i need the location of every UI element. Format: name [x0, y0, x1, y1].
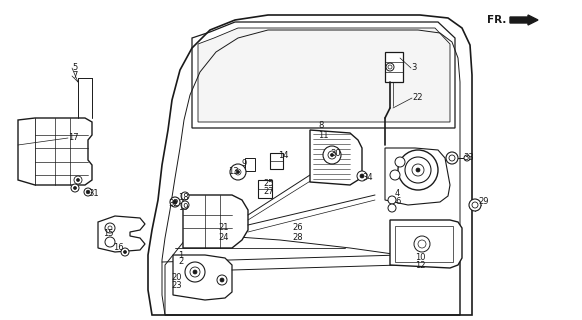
Text: 22: 22	[412, 93, 423, 102]
Polygon shape	[192, 22, 455, 128]
Circle shape	[388, 196, 396, 204]
Bar	[385, 52, 403, 82]
Text: 19: 19	[178, 203, 189, 212]
Text: 14: 14	[278, 151, 289, 161]
Polygon shape	[98, 216, 145, 252]
Circle shape	[357, 171, 367, 181]
Circle shape	[405, 157, 431, 183]
Circle shape	[76, 179, 80, 181]
Circle shape	[328, 151, 336, 159]
Text: 12: 12	[415, 261, 425, 270]
Text: 27: 27	[263, 187, 274, 196]
Circle shape	[105, 237, 115, 247]
Text: 1: 1	[178, 251, 183, 260]
Circle shape	[108, 226, 112, 230]
Circle shape	[230, 164, 246, 180]
Circle shape	[236, 171, 240, 173]
Text: 2: 2	[178, 258, 183, 267]
Circle shape	[412, 164, 424, 176]
Text: 5: 5	[72, 63, 77, 73]
Text: 21: 21	[218, 223, 229, 233]
Circle shape	[190, 267, 200, 277]
Text: 15: 15	[103, 228, 113, 237]
Circle shape	[235, 169, 241, 175]
Circle shape	[181, 192, 189, 200]
Circle shape	[121, 248, 129, 256]
Circle shape	[388, 65, 392, 69]
Text: 25: 25	[263, 179, 274, 188]
Bar	[245, 158, 255, 171]
Text: 20: 20	[171, 274, 182, 283]
Circle shape	[464, 155, 470, 161]
Circle shape	[388, 204, 396, 212]
Circle shape	[323, 146, 341, 164]
Circle shape	[193, 270, 197, 274]
Text: 6: 6	[395, 197, 400, 206]
Circle shape	[220, 278, 224, 282]
Circle shape	[449, 155, 455, 161]
Text: 31: 31	[88, 188, 98, 197]
Polygon shape	[183, 195, 248, 248]
Bar	[395, 226, 453, 262]
Circle shape	[173, 200, 177, 204]
Text: 28: 28	[292, 233, 303, 242]
Circle shape	[360, 174, 364, 178]
Text: 23: 23	[171, 282, 182, 291]
Circle shape	[123, 251, 126, 253]
Circle shape	[74, 176, 82, 184]
Polygon shape	[310, 130, 362, 185]
Text: 18: 18	[178, 194, 189, 203]
Circle shape	[446, 152, 458, 164]
Circle shape	[472, 202, 478, 208]
Circle shape	[105, 223, 115, 233]
FancyArrow shape	[510, 15, 538, 25]
Circle shape	[395, 157, 405, 167]
Text: 9: 9	[242, 158, 247, 167]
Text: 24: 24	[218, 233, 229, 242]
Text: 26: 26	[292, 223, 303, 233]
Circle shape	[331, 154, 333, 156]
Text: 34: 34	[362, 173, 372, 182]
Circle shape	[181, 201, 189, 209]
Circle shape	[71, 184, 79, 192]
Text: 13: 13	[228, 167, 239, 177]
Circle shape	[170, 197, 180, 207]
Circle shape	[418, 240, 426, 248]
Polygon shape	[173, 255, 232, 300]
Text: FR.: FR.	[487, 15, 506, 25]
Text: 4: 4	[395, 188, 400, 197]
Circle shape	[414, 236, 430, 252]
Polygon shape	[198, 28, 450, 122]
Polygon shape	[390, 220, 462, 268]
Circle shape	[73, 187, 76, 189]
Text: 16: 16	[113, 244, 123, 252]
Text: 8: 8	[318, 122, 324, 131]
Text: 33: 33	[463, 154, 474, 163]
Text: 11: 11	[318, 131, 328, 140]
Text: 29: 29	[478, 197, 488, 206]
Circle shape	[84, 188, 92, 196]
Circle shape	[386, 63, 394, 71]
Circle shape	[217, 275, 227, 285]
Bar	[258, 180, 272, 198]
Text: 7: 7	[72, 71, 77, 81]
Text: 10: 10	[415, 253, 425, 262]
Text: 3: 3	[411, 63, 416, 73]
Circle shape	[416, 168, 420, 172]
Polygon shape	[18, 118, 92, 185]
Circle shape	[398, 150, 438, 190]
Circle shape	[469, 199, 481, 211]
Circle shape	[86, 190, 90, 194]
Text: 17: 17	[68, 133, 79, 142]
Circle shape	[390, 170, 400, 180]
Text: 32: 32	[168, 198, 179, 207]
Text: 30: 30	[330, 148, 340, 157]
Circle shape	[185, 262, 205, 282]
Bar	[270, 153, 283, 169]
